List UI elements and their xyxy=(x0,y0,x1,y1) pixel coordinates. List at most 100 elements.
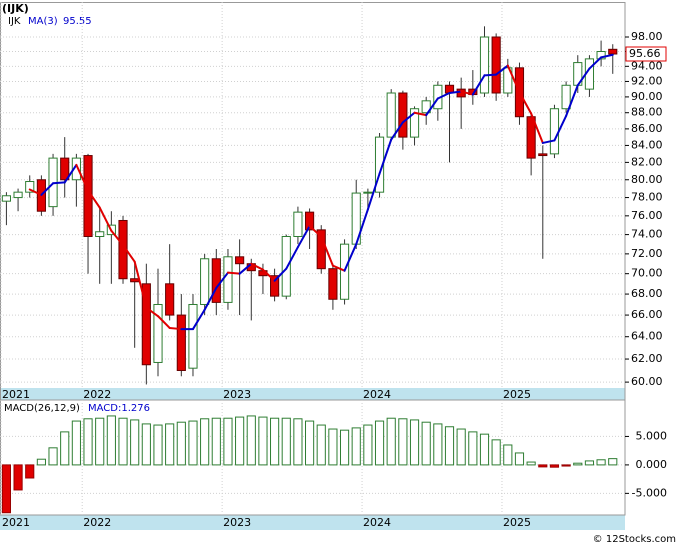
ma-line xyxy=(308,225,323,238)
y-tick-label: 70.00 xyxy=(631,267,663,280)
macd-bar xyxy=(538,464,548,468)
candle-body xyxy=(339,243,350,300)
macd-bar xyxy=(281,417,291,466)
macd-bar xyxy=(246,415,256,466)
macd-bar xyxy=(351,427,361,466)
ma-line xyxy=(261,268,276,282)
ma-line xyxy=(203,286,218,311)
macd-bar xyxy=(165,423,175,466)
chart-title: (IJK) xyxy=(2,2,29,15)
x-tick-label: 2024 xyxy=(363,388,391,401)
macd-bar xyxy=(526,461,536,466)
candle-body xyxy=(398,92,408,138)
macd-bar xyxy=(130,419,140,466)
price-tag-label: 95.66 xyxy=(629,47,661,60)
macd-bar xyxy=(596,459,606,466)
macd-bar xyxy=(60,431,70,466)
candle-body xyxy=(71,157,81,181)
ma-line xyxy=(553,114,568,142)
footer: © 12Stocks.com xyxy=(593,534,676,545)
x-tick-label: 2024 xyxy=(363,516,391,529)
candle-body xyxy=(561,84,571,110)
ma-line xyxy=(378,138,393,175)
ma-line xyxy=(436,92,451,100)
candle-body xyxy=(165,283,175,316)
macd-bar xyxy=(293,418,303,466)
candle-body xyxy=(153,303,163,363)
macd-bar xyxy=(339,429,350,466)
macd-bar xyxy=(176,421,186,466)
ma-line xyxy=(320,235,334,267)
macd-bar xyxy=(188,420,198,466)
macd-bar xyxy=(223,417,233,466)
candle-body xyxy=(188,303,198,369)
candle-body xyxy=(421,100,431,114)
legend-label: IJK xyxy=(8,16,21,27)
ma-line xyxy=(541,139,556,144)
y-tick-label: 82.00 xyxy=(631,155,663,168)
y-tick-label: 76.00 xyxy=(631,209,663,222)
y-tick-label: 92.00 xyxy=(631,74,663,87)
macd-bar xyxy=(328,428,338,466)
candle-body xyxy=(549,108,560,155)
candle-body xyxy=(95,231,105,237)
y-tick-label: 66.00 xyxy=(631,308,663,321)
ma-line xyxy=(425,97,439,117)
ma-line xyxy=(250,262,264,271)
ma-line xyxy=(483,73,498,77)
macd-bar xyxy=(305,420,315,466)
ma-line xyxy=(285,246,299,270)
candle-body xyxy=(13,191,23,199)
ma-line xyxy=(215,271,229,289)
candle-body xyxy=(235,256,245,265)
macd-bar xyxy=(608,458,618,466)
macd-bar xyxy=(363,424,373,466)
ma-line xyxy=(331,264,346,272)
macd-bar xyxy=(503,444,513,466)
candle-body xyxy=(281,235,291,297)
macd-tick-label: -5.000 xyxy=(632,486,667,499)
macd-bar xyxy=(106,415,116,466)
ma-line xyxy=(168,326,183,331)
candle-body xyxy=(25,181,35,193)
macd-bar xyxy=(48,447,58,466)
macd-bar xyxy=(118,417,128,466)
macd-title: MACD(26,12,9) xyxy=(4,403,80,414)
x-tick-label: 2022 xyxy=(83,388,111,401)
ma-line xyxy=(495,64,509,76)
y-tick-label: 90.00 xyxy=(631,90,663,103)
macd-bar xyxy=(421,421,431,466)
ma-line xyxy=(600,53,614,59)
ma-line xyxy=(518,91,533,115)
frame xyxy=(0,2,626,516)
date-band xyxy=(0,388,625,400)
candle-body xyxy=(176,314,186,371)
macd-legend: MACD:1.276 xyxy=(88,403,150,414)
candle-body xyxy=(596,51,606,60)
ma-line xyxy=(226,271,241,275)
date-band xyxy=(0,515,625,530)
candle-body xyxy=(305,211,315,231)
ma-line xyxy=(448,90,463,95)
ma-line xyxy=(366,172,381,211)
candle-body xyxy=(363,191,373,194)
ma-line xyxy=(588,56,603,70)
x-tick-label: 2023 xyxy=(223,388,251,401)
y-tick-label: 86.00 xyxy=(631,122,663,135)
macd-bar xyxy=(409,419,420,466)
macd-bar xyxy=(36,458,46,466)
candle-body xyxy=(608,48,618,55)
y-tick-label: 80.00 xyxy=(631,173,663,186)
macd-bar xyxy=(479,433,490,466)
ma-line xyxy=(343,243,358,272)
y-tick-label: 78.00 xyxy=(631,191,663,204)
macd-bar xyxy=(316,424,326,466)
ma-line xyxy=(63,163,78,184)
macd-bar xyxy=(83,418,93,466)
ma-line xyxy=(238,262,253,275)
ma-line xyxy=(506,64,521,94)
macd-bar xyxy=(71,420,81,466)
macd-bar xyxy=(491,439,501,466)
candle-body xyxy=(141,283,151,366)
